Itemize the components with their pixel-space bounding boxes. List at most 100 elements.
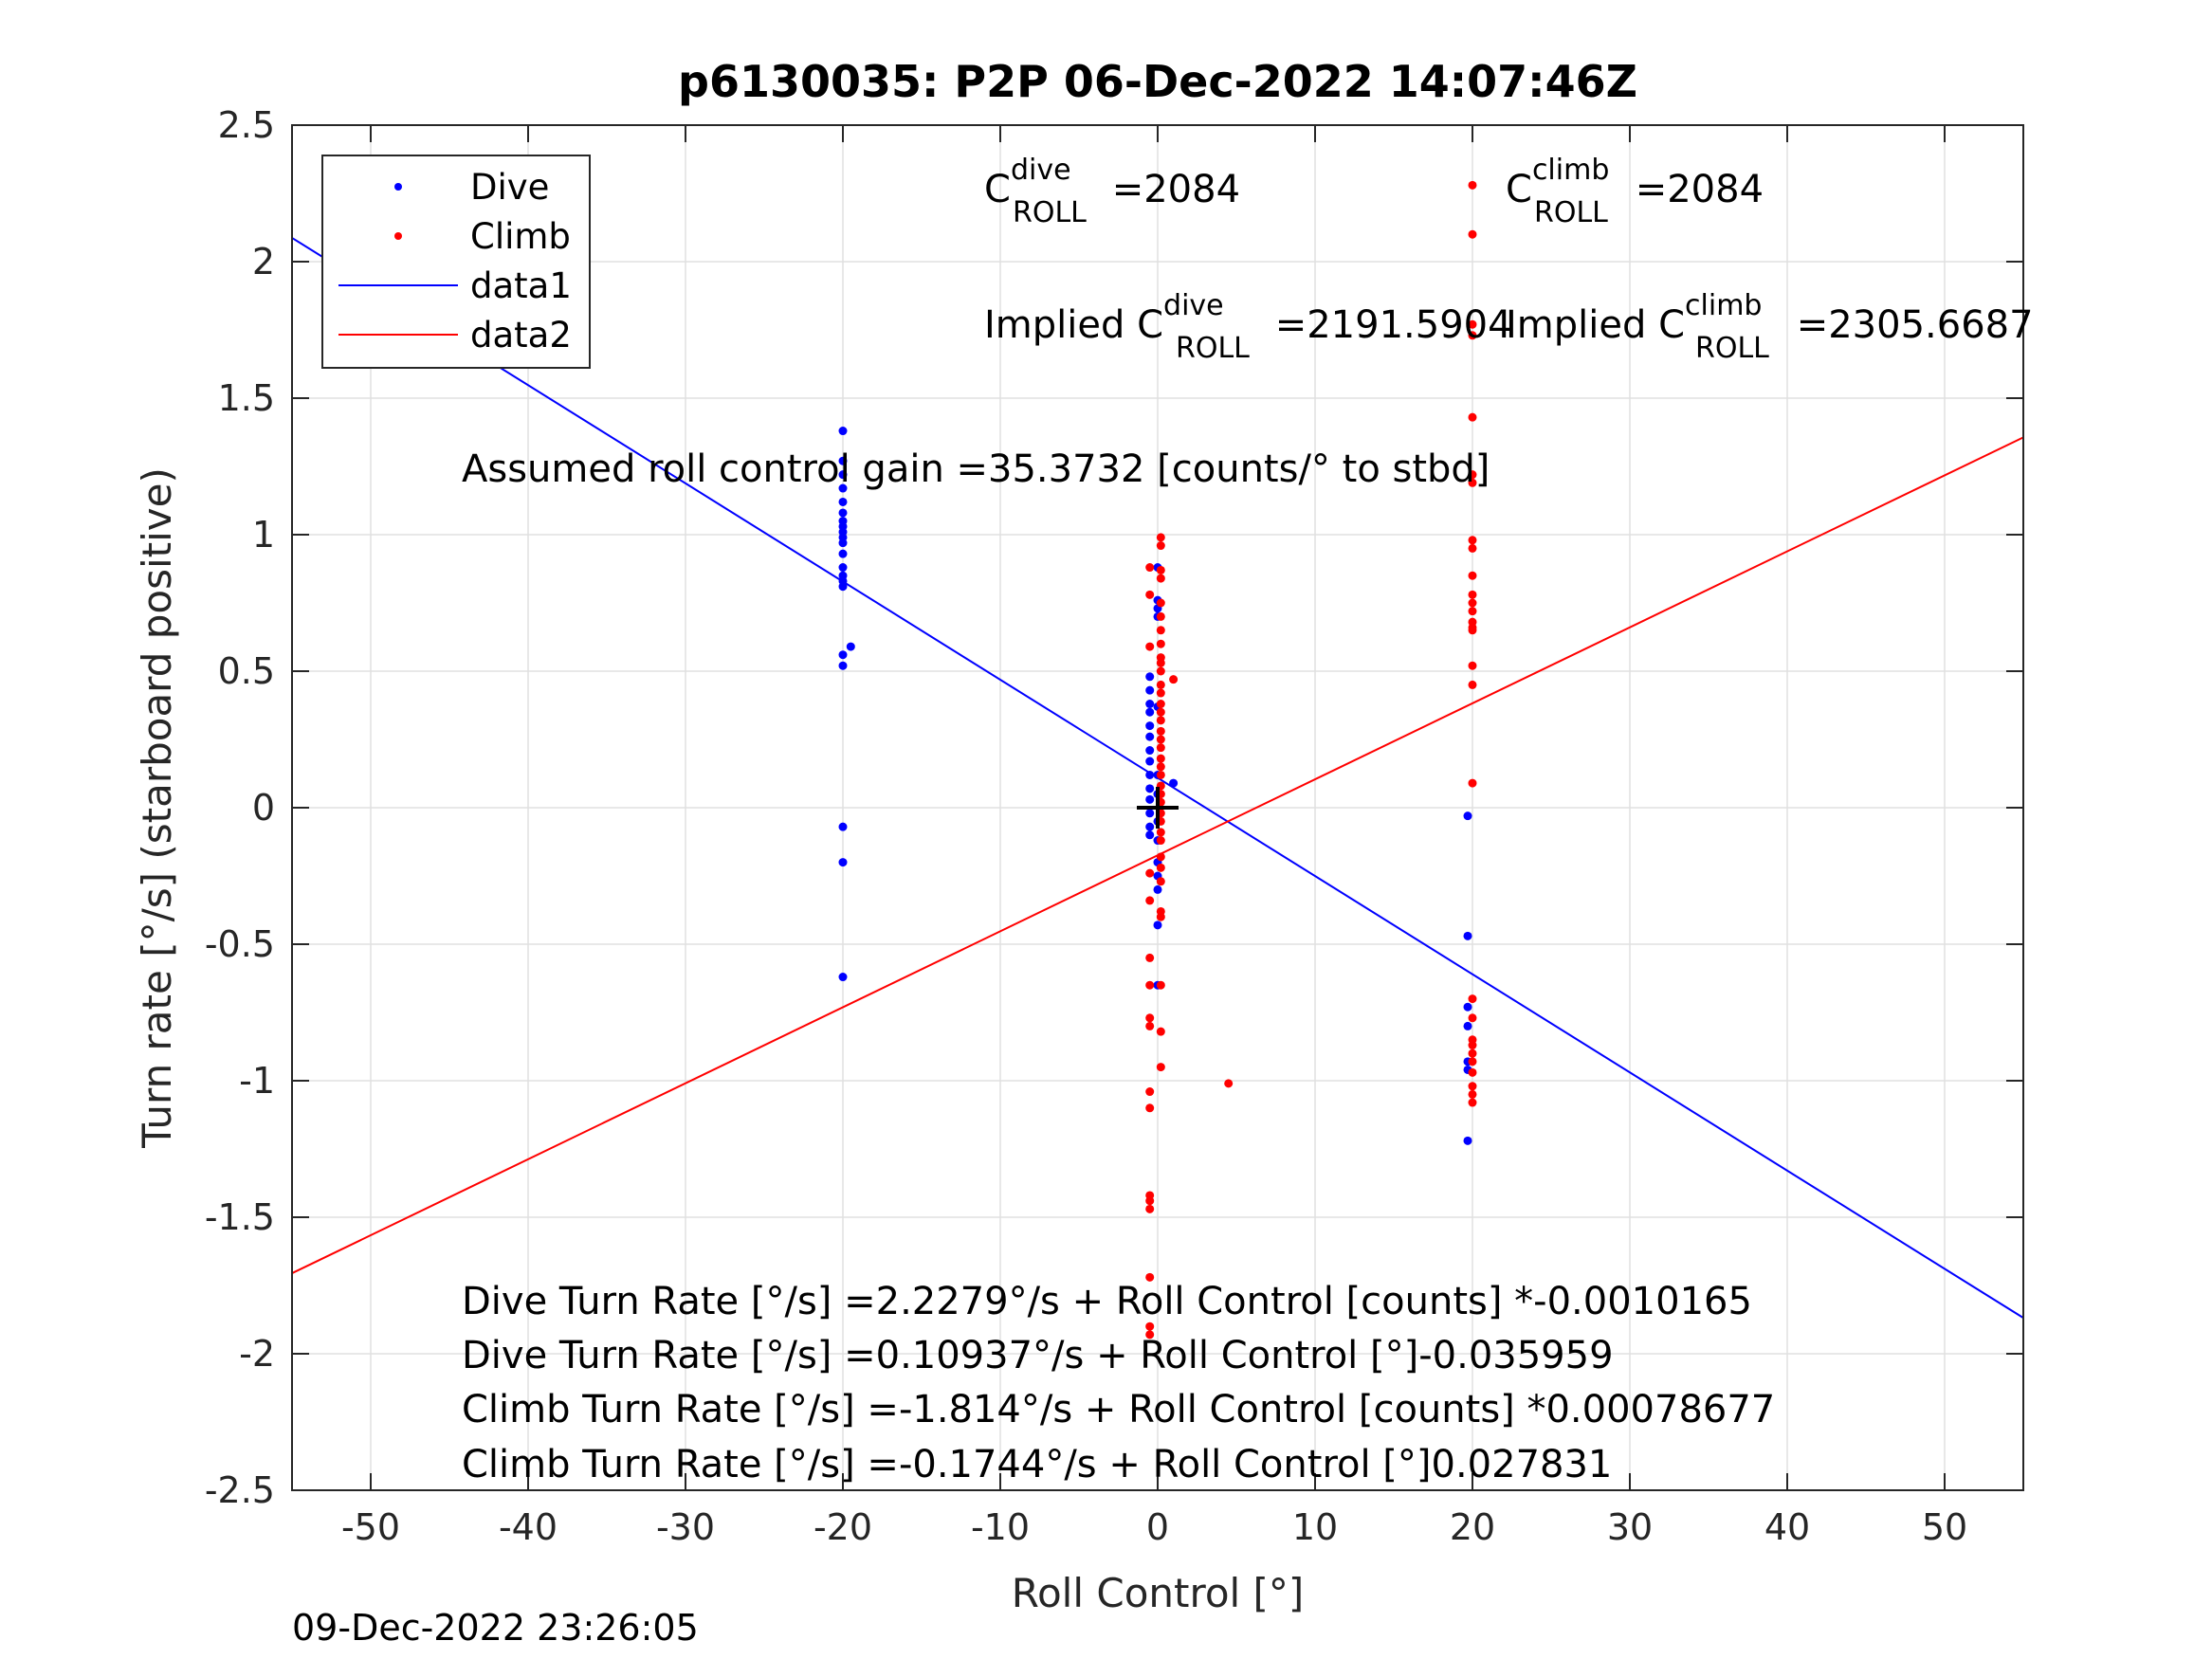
climb-point: [1145, 1013, 1155, 1023]
climb-point: [1156, 762, 1165, 772]
climb-point: [1468, 470, 1477, 480]
climb-point: [1145, 1021, 1155, 1030]
climb-point: [1468, 536, 1477, 545]
y-tick-label: -1.5: [205, 1196, 275, 1238]
climb-point: [1468, 331, 1477, 340]
climb-point: [1156, 836, 1165, 846]
dive-point: [838, 661, 848, 670]
dive-point: [838, 822, 848, 831]
climb-point: [1468, 598, 1477, 608]
c-dive-annotation: Cdive ROLL =2084: [984, 154, 1240, 229]
x-tick-label: 20: [1450, 1506, 1495, 1548]
legend-data2-label: data2: [470, 315, 572, 356]
equation-climb-degrees: Climb Turn Rate [°/s] =-0.1744°/s + Roll…: [462, 1443, 1612, 1486]
dive-point: [1145, 707, 1155, 717]
dive-point: [1169, 778, 1179, 788]
dive-point: [838, 483, 848, 493]
dive-point: [1145, 784, 1155, 793]
climb-point: [1468, 180, 1477, 190]
dive-point: [838, 650, 848, 660]
climb-point: [1468, 319, 1477, 329]
climb-point: [1145, 868, 1155, 878]
climb-point: [1468, 1089, 1477, 1099]
climb-point: [1468, 229, 1477, 239]
origin-marker: [1137, 787, 1179, 829]
dive-point: [838, 470, 848, 480]
y-tick-label: 1.5: [218, 377, 275, 419]
x-tick-label: 50: [1922, 1506, 1967, 1548]
dive-point: [1145, 757, 1155, 766]
x-tick-label: 0: [1146, 1506, 1169, 1548]
y-tick-label: 2: [252, 241, 275, 283]
climb-point: [1145, 896, 1155, 905]
dive-point: [1145, 746, 1155, 756]
climb-point: [1145, 1087, 1155, 1097]
dive-point: [1145, 822, 1155, 831]
climb-point: [1145, 1196, 1155, 1206]
climb-point: [1156, 754, 1165, 763]
dive-point: [1145, 732, 1155, 741]
climb-point: [1156, 639, 1165, 648]
climb-point: [1156, 735, 1165, 744]
legend-dive-label: Dive: [470, 167, 549, 208]
legend-dive-marker: [394, 183, 402, 191]
equation-dive-degrees: Dive Turn Rate [°/s] =0.10937°/s + Roll …: [462, 1334, 1614, 1377]
climb-point: [1156, 707, 1165, 717]
climb-point: [1169, 675, 1179, 684]
x-tick-label: -20: [814, 1506, 872, 1548]
climb-point: [1145, 953, 1155, 962]
y-tick-label: 0.5: [218, 650, 275, 692]
climb-point: [1156, 541, 1165, 551]
climb-point: [1156, 877, 1165, 886]
dive-point: [1145, 809, 1155, 818]
y-tick-label: 2.5: [218, 104, 275, 146]
dive-point: [1463, 1136, 1472, 1145]
climb-point: [1156, 666, 1165, 676]
climb-point: [1468, 412, 1477, 422]
climb-point: [1156, 1063, 1165, 1072]
equation-climb-counts: Climb Turn Rate [°/s] =-1.814°/s + Roll …: [462, 1388, 1775, 1431]
dive-point: [838, 549, 848, 558]
dive-point: [1145, 700, 1155, 709]
legend: Dive Climb data1 data2: [321, 155, 591, 369]
x-tick-label: -40: [499, 1506, 558, 1548]
climb-point: [1145, 1330, 1155, 1340]
climb-point: [1468, 543, 1477, 553]
dive-point: [1145, 770, 1155, 779]
dive-point: [1463, 931, 1472, 940]
dive-point: [1145, 685, 1155, 695]
dive-point: [838, 538, 848, 548]
dive-point: [1153, 884, 1162, 894]
y-tick-label: -0.5: [205, 923, 275, 965]
climb-point: [1468, 478, 1477, 487]
dive-point: [1145, 794, 1155, 804]
dive-point: [838, 456, 848, 465]
chart-title: p6130035: P2P 06-Dec-2022 14:07:46Z: [678, 56, 1637, 107]
climb-point: [1468, 1082, 1477, 1091]
dive-point: [838, 973, 848, 982]
dive-point: [1145, 721, 1155, 731]
climb-point: [1145, 1322, 1155, 1331]
y-axis-label: Turn rate [°/s] (starboard positive): [134, 467, 180, 1149]
dive-point: [1463, 1002, 1472, 1012]
climb-point: [1468, 778, 1477, 788]
x-tick-label: -50: [341, 1506, 400, 1548]
climb-point: [1156, 680, 1165, 689]
climb-point: [1468, 590, 1477, 599]
axis-ticks: [292, 124, 2023, 1491]
climb-point: [1468, 1013, 1477, 1023]
x-axis-label: Roll Control [°]: [1012, 1570, 1305, 1616]
climb-point: [1156, 658, 1165, 667]
climb-point: [1156, 1027, 1165, 1036]
climb-point: [1156, 828, 1165, 837]
y-tick-label: 0: [252, 787, 275, 829]
climb-point: [1468, 680, 1477, 689]
legend-box: [321, 155, 591, 369]
dive-point: [838, 563, 848, 573]
c-climb-annotation: Cclimb ROLL =2084: [1506, 154, 1764, 229]
x-tick-label: 40: [1764, 1506, 1810, 1548]
climb-point: [1156, 565, 1165, 574]
dive-point: [838, 858, 848, 867]
climb-point: [1145, 1272, 1155, 1282]
